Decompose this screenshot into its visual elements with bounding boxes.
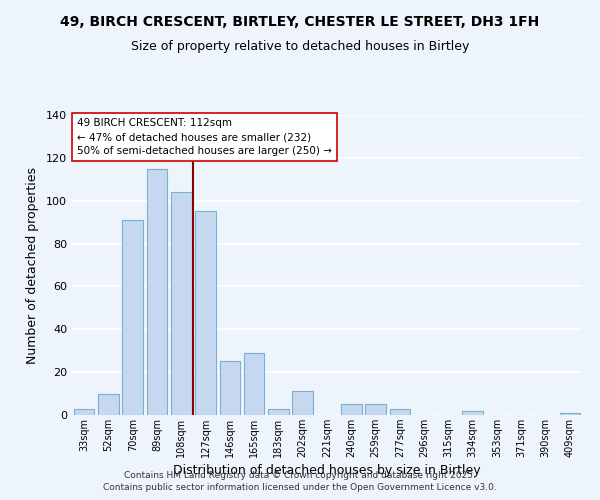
Bar — [171, 192, 191, 415]
Bar — [146, 168, 167, 415]
Text: Size of property relative to detached houses in Birtley: Size of property relative to detached ho… — [131, 40, 469, 53]
Text: Contains public sector information licensed under the Open Government Licence v3: Contains public sector information licen… — [103, 483, 497, 492]
Bar — [74, 408, 94, 415]
Bar — [389, 408, 410, 415]
Bar — [244, 353, 265, 415]
Bar — [365, 404, 386, 415]
Bar — [341, 404, 362, 415]
Bar — [463, 410, 483, 415]
Text: Contains HM Land Registry data © Crown copyright and database right 2025.: Contains HM Land Registry data © Crown c… — [124, 470, 476, 480]
Bar — [268, 408, 289, 415]
Bar — [220, 362, 240, 415]
Bar — [122, 220, 143, 415]
Text: 49, BIRCH CRESCENT, BIRTLEY, CHESTER LE STREET, DH3 1FH: 49, BIRCH CRESCENT, BIRTLEY, CHESTER LE … — [61, 15, 539, 29]
Bar — [98, 394, 119, 415]
Bar — [560, 413, 580, 415]
Text: 49 BIRCH CRESCENT: 112sqm
← 47% of detached houses are smaller (232)
50% of semi: 49 BIRCH CRESCENT: 112sqm ← 47% of detac… — [77, 118, 332, 156]
Bar — [195, 212, 216, 415]
Bar — [292, 392, 313, 415]
X-axis label: Distribution of detached houses by size in Birtley: Distribution of detached houses by size … — [173, 464, 481, 477]
Y-axis label: Number of detached properties: Number of detached properties — [26, 166, 39, 364]
